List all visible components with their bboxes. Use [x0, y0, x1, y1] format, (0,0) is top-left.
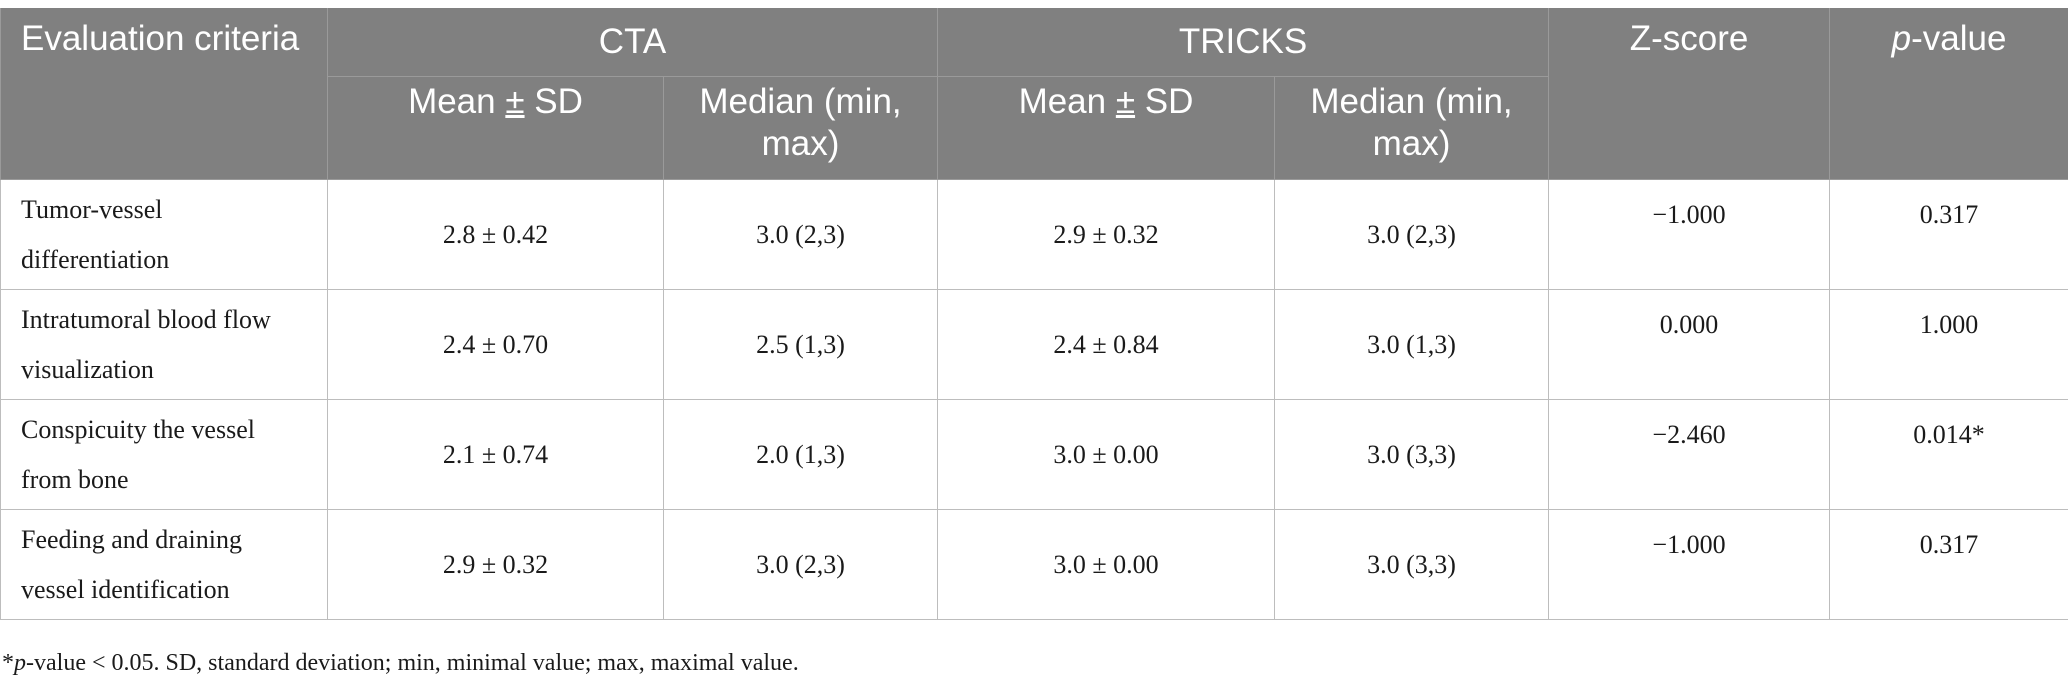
table-row: Conspicuity the vessel from bone 2.1 ± 0… — [0, 399, 2068, 510]
criteria-cell: Feeding and draining vessel identificati… — [0, 509, 328, 620]
pvalue-cell: 1.000 — [1829, 289, 2068, 400]
table-row: Tumor-vessel differentiation 2.8 ± 0.42 … — [0, 179, 2068, 290]
cta-median-cell: 3.0 (2,3) — [663, 179, 938, 290]
table-footnote: *p-value < 0.05. SD, standard deviation;… — [2, 650, 799, 677]
tricks-median-cell: 3.0 (2,3) — [1273, 179, 1550, 290]
header-mean-text: Mean — [1018, 82, 1116, 121]
header-row-1: Evaluation criteria CTA TRICKS Z-score p… — [0, 8, 2068, 180]
cta-mean-cell: 2.9 ± 0.32 — [327, 509, 664, 620]
header-cta-median: Median (min, max) — [663, 76, 938, 180]
header-zscore: Z-score — [1548, 8, 1831, 180]
tricks-mean-cell: 3.0 ± 0.00 — [937, 399, 1275, 510]
tricks-mean-cell: 2.9 ± 0.32 — [937, 179, 1275, 290]
tricks-median-cell: 3.0 (1,3) — [1273, 289, 1550, 400]
cta-median-cell: 2.5 (1,3) — [663, 289, 938, 400]
pvalue-cell: 0.014* — [1829, 399, 2068, 510]
header-pvalue: p-value — [1829, 8, 2068, 180]
header-pvalue-p: p — [1891, 19, 1912, 58]
zscore-cell: −1.000 — [1548, 509, 1831, 620]
header-cta: CTA — [327, 8, 938, 77]
table-row: Feeding and draining vessel identificati… — [0, 509, 2068, 620]
criteria-cell: Intratumoral blood flow visualization — [0, 289, 328, 400]
header-tricks-median: Median (min, max) — [1273, 76, 1550, 180]
header-mean-sd: SD — [1135, 82, 1194, 121]
footnote-star: * — [2, 650, 14, 676]
pvalue-cell: 0.317 — [1829, 509, 2068, 620]
header-mean-text: Mean — [408, 82, 506, 121]
table-row: Intratumoral blood flow visualization 2.… — [0, 289, 2068, 400]
cta-mean-cell: 2.4 ± 0.70 — [327, 289, 664, 400]
header-criteria: Evaluation criteria — [0, 8, 328, 180]
zscore-cell: −1.000 — [1548, 179, 1831, 290]
cta-mean-cell: 2.1 ± 0.74 — [327, 399, 664, 510]
header-pvalue-rest: -value — [1911, 19, 2007, 58]
footnote-p: p — [14, 650, 26, 676]
cta-median-cell: 2.0 (1,3) — [663, 399, 938, 510]
criteria-cell: Conspicuity the vessel from bone — [0, 399, 328, 510]
header-tricks-mean: Mean ± SD — [937, 76, 1275, 180]
cta-median-cell: 3.0 (2,3) — [663, 509, 938, 620]
results-table: Evaluation criteria CTA TRICKS Z-score p… — [0, 8, 2068, 620]
header-row-2: Mean ± SD Median (min, max) Mean ± SD Me… — [1, 76, 2068, 180]
header-mean-pm: ± — [1115, 82, 1136, 121]
header-cta-mean: Mean ± SD — [327, 76, 664, 180]
zscore-cell: −2.460 — [1548, 399, 1831, 510]
header-mean-pm: ± — [505, 82, 525, 121]
footnote-text: -value < 0.05. SD, standard deviation; m… — [26, 650, 799, 676]
header-tricks: TRICKS — [936, 8, 1550, 77]
tricks-mean-cell: 3.0 ± 0.00 — [937, 509, 1275, 620]
tricks-median-cell: 3.0 (3,3) — [1273, 399, 1550, 510]
pvalue-cell: 0.317 — [1829, 179, 2068, 290]
cta-mean-cell: 2.8 ± 0.42 — [327, 179, 664, 290]
zscore-cell: 0.000 — [1548, 289, 1831, 400]
header-mean-sd: SD — [524, 82, 583, 121]
tricks-median-cell: 3.0 (3,3) — [1273, 509, 1550, 620]
criteria-cell: Tumor-vessel differentiation — [0, 179, 328, 290]
tricks-mean-cell: 2.4 ± 0.84 — [937, 289, 1275, 400]
